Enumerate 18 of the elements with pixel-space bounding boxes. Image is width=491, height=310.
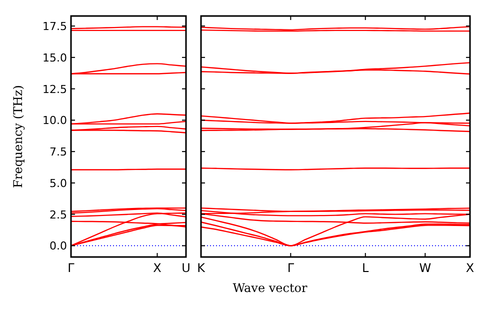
- x-tick-label: K: [197, 261, 206, 275]
- x-tick-label: Γ: [287, 261, 294, 275]
- y-tick-label: 2.5: [50, 208, 67, 222]
- y-axis-title: Frequency (THz): [11, 85, 25, 188]
- x-tick-label: W: [419, 261, 432, 275]
- y-tick-label: 12.5: [42, 82, 67, 96]
- x-tick-label: Γ: [68, 261, 75, 275]
- y-tick-label: 10.0: [42, 114, 67, 128]
- y-tick-label: 5.0: [50, 176, 67, 190]
- y-tick-label: 7.5: [50, 146, 67, 159]
- x-axis-title: Wave vector: [232, 281, 308, 295]
- x-tick-label: L: [362, 261, 370, 275]
- y-tick-label: 15.0: [42, 51, 67, 64]
- y-tick-label: 0.0: [50, 240, 67, 253]
- y-tick-label: 17.5: [42, 20, 67, 34]
- x-tick-label: X: [153, 261, 162, 275]
- x-tick-label: X: [466, 261, 474, 275]
- x-tick-label: U: [182, 261, 190, 275]
